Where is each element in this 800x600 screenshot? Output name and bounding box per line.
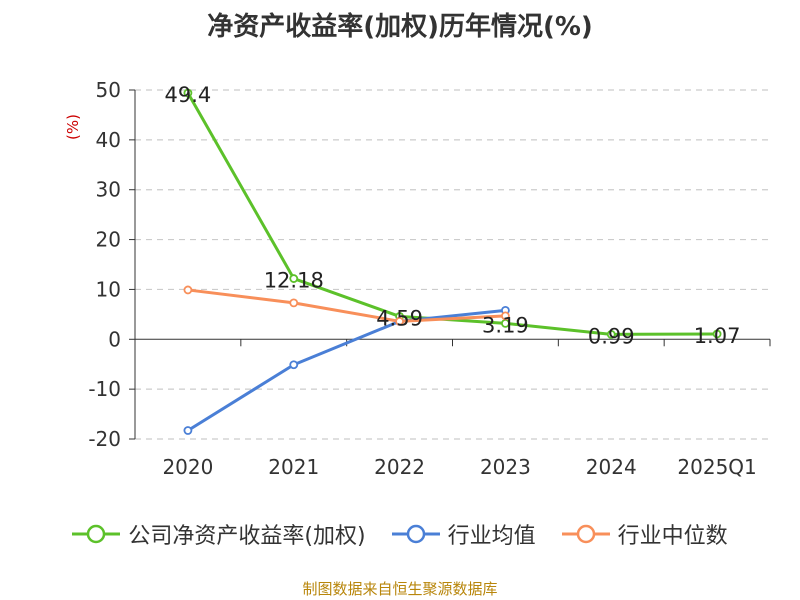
data-source-note: 制图数据来自恒生聚源数据库 bbox=[302, 580, 498, 598]
y-axis-label: (%) bbox=[64, 114, 82, 140]
chart-title: 净资产收益率(加权)历年情况(%) bbox=[207, 12, 593, 42]
legend-item-industry-mean[interactable]: 行业均值 bbox=[391, 518, 536, 550]
data-label: 3.19 bbox=[482, 313, 529, 337]
y-tick-label: -10 bbox=[88, 377, 121, 401]
legend-line-circle-icon bbox=[391, 524, 440, 544]
data-label: 0.99 bbox=[588, 324, 635, 348]
y-tick-label: 10 bbox=[96, 277, 121, 301]
y-tick-label: 30 bbox=[96, 178, 121, 202]
x-tick-label: 2025Q1 bbox=[677, 455, 756, 479]
chart-legend: 公司净资产收益率(加权) 行业均值 行业中位数 bbox=[0, 518, 800, 550]
y-tick-label: 20 bbox=[96, 228, 121, 252]
data-point bbox=[712, 329, 722, 339]
data-point bbox=[183, 426, 193, 435]
data-label: 12.18 bbox=[264, 269, 324, 293]
legend-label: 行业均值 bbox=[447, 524, 536, 549]
legend-item-industry-median[interactable]: 行业中位数 bbox=[561, 518, 728, 550]
data-label: 1.07 bbox=[694, 324, 741, 348]
data-label: 4.59 bbox=[376, 306, 423, 330]
legend-line-circle-icon bbox=[72, 524, 121, 544]
data-point bbox=[289, 274, 299, 283]
data-point bbox=[289, 360, 299, 370]
data-label: 49.4 bbox=[165, 83, 212, 107]
x-tick-label: 2021 bbox=[268, 455, 319, 479]
data-point bbox=[395, 316, 404, 326]
data-point bbox=[183, 285, 193, 295]
y-tick-label: 0 bbox=[108, 327, 121, 351]
data-point bbox=[606, 329, 616, 339]
legend-label: 公司净资产收益率(加权) bbox=[128, 524, 366, 549]
x-tick-label: 2023 bbox=[480, 455, 531, 479]
legend-line-circle-icon bbox=[561, 524, 610, 544]
series-line bbox=[187, 308, 506, 432]
data-point bbox=[289, 298, 299, 308]
legend-label: 行业中位数 bbox=[617, 524, 728, 549]
y-tick-label: 50 bbox=[96, 78, 121, 102]
series-line bbox=[187, 288, 506, 323]
x-tick-label: 2020 bbox=[162, 455, 213, 479]
y-tick-label: -20 bbox=[88, 427, 121, 451]
y-tick-label: 40 bbox=[96, 128, 121, 152]
data-point bbox=[501, 311, 510, 321]
data-point bbox=[183, 88, 193, 98]
x-tick-label: 2022 bbox=[374, 455, 425, 479]
legend-item-company-roe[interactable]: 公司净资产收益率(加权) bbox=[72, 518, 366, 550]
x-tick-label: 2024 bbox=[586, 455, 637, 479]
